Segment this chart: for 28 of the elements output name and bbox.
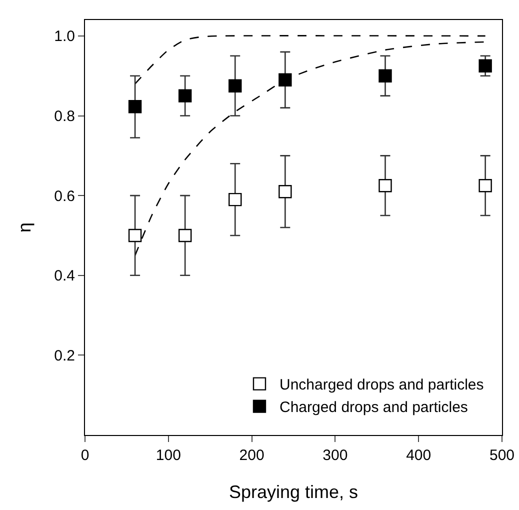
line-series <box>134 35 486 84</box>
point <box>378 179 392 192</box>
legend-label: Uncharged drops and particles <box>279 376 484 394</box>
point <box>228 79 242 92</box>
point <box>378 69 392 82</box>
y-tick-label: 1.0 <box>54 28 75 46</box>
x-tick-label: 300 <box>322 447 348 464</box>
x-tick-label: 400 <box>406 447 432 464</box>
point <box>278 73 292 86</box>
point <box>178 228 192 242</box>
x-axis-title: Spraying time, s <box>228 482 358 502</box>
y-tick-label: 0.4 <box>54 268 75 285</box>
point <box>128 100 142 114</box>
x-tick-label: 100 <box>156 447 181 464</box>
point <box>228 192 242 206</box>
point <box>478 59 492 72</box>
y-axis-title: η <box>14 222 34 233</box>
x-tick-label: 200 <box>239 447 264 464</box>
point <box>178 89 192 102</box>
point <box>478 179 492 192</box>
y-tick-label: 0.2 <box>54 347 75 364</box>
y-tick-label: 0.6 <box>54 188 75 205</box>
point <box>278 184 292 198</box>
y-tick-label: 0.8 <box>54 108 75 126</box>
x-tick-label: 0 <box>80 447 90 464</box>
x-tick-label: 500 <box>489 447 515 464</box>
point <box>128 228 142 242</box>
legend-label: Charged drops and particles <box>279 399 468 416</box>
